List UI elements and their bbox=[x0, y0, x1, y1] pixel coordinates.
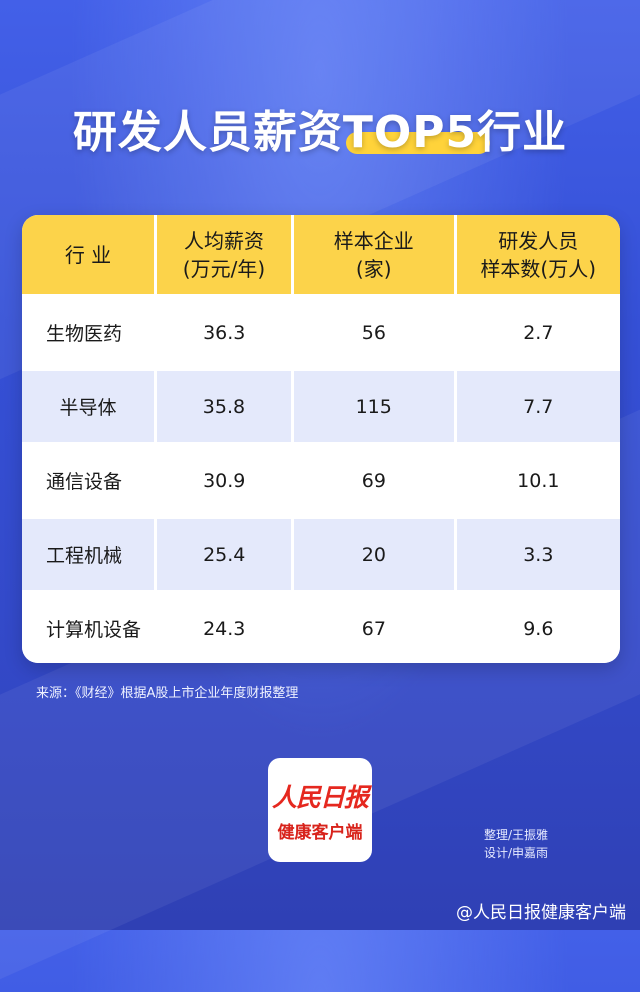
watermark: @人民日报健康客户端 bbox=[456, 903, 626, 923]
salary-cell: 24.3 bbox=[154, 593, 291, 663]
salary-cell: 25.4 bbox=[154, 519, 291, 590]
title-highlight bbox=[346, 132, 490, 154]
companies-cell: 20 bbox=[291, 519, 453, 590]
header-line: 样本企业 bbox=[333, 228, 414, 253]
logo-subtitle: 健康客户端 bbox=[277, 822, 363, 843]
header-sample-companies: 样本企业 (家) bbox=[290, 215, 454, 294]
table-row: 工程机械 25.4 20 3.3 bbox=[22, 516, 620, 590]
header-line: 人均薪资 bbox=[183, 228, 264, 253]
staff-cell: 10.1 bbox=[453, 445, 620, 516]
table-row: 半导体 35.8 115 7.7 bbox=[22, 368, 620, 442]
salary-cell: 35.8 bbox=[153, 371, 291, 442]
table-row: 通信设备 30.9 69 10.1 bbox=[22, 442, 620, 516]
table-row: 生物医药 36.3 56 2.7 bbox=[22, 294, 620, 368]
salary-cell: 36.3 bbox=[154, 297, 291, 368]
industry-cell: 工程机械 bbox=[46, 545, 123, 567]
designer-credit: 设计/申嘉雨 bbox=[484, 846, 549, 860]
companies-cell: 115 bbox=[290, 371, 454, 442]
companies-cell: 67 bbox=[291, 593, 453, 663]
staff-cell: 3.3 bbox=[453, 519, 620, 590]
header-line: 研发人员 bbox=[498, 228, 579, 253]
companies-cell: 56 bbox=[291, 297, 453, 368]
industry-cell: 半导体 bbox=[59, 397, 117, 419]
header-unit: 样本数(万人) bbox=[480, 256, 597, 281]
credits: 整理/王振雅 设计/申嘉雨 bbox=[484, 826, 548, 862]
source-note: 来源：《财经》根据A股上市企业年度财报整理 bbox=[36, 686, 299, 701]
header-rd-staff: 研发人员 样本数(万人) bbox=[453, 215, 621, 294]
logo-masthead: 人民日报 bbox=[271, 782, 369, 812]
salary-table: 行 业 人均薪资 (万元/年) 样本企业 (家) 研发人员 样本数(万人) 生物… bbox=[22, 215, 620, 663]
header-unit: (万元/年) bbox=[182, 256, 266, 281]
page-title: 研发人员薪资TOP5行业 bbox=[72, 107, 568, 158]
peoples-daily-logo: 人民日报 健康客户端 bbox=[268, 758, 372, 862]
staff-cell: 2.7 bbox=[453, 297, 620, 368]
industry-cell: 生物医药 bbox=[46, 323, 123, 345]
industry-cell: 计算机设备 bbox=[46, 619, 142, 641]
editor-credit: 整理/王振雅 bbox=[484, 828, 549, 842]
header-line: 行 业 bbox=[64, 242, 112, 267]
table-header-row: 行 业 人均薪资 (万元/年) 样本企业 (家) 研发人员 样本数(万人) bbox=[22, 215, 620, 294]
table-row: 计算机设备 24.3 67 9.6 bbox=[22, 590, 620, 663]
header-avg-salary: 人均薪资 (万元/年) bbox=[153, 215, 291, 294]
companies-cell: 69 bbox=[291, 445, 453, 516]
header-unit: (家) bbox=[355, 256, 392, 281]
industry-cell: 通信设备 bbox=[46, 471, 123, 493]
staff-cell: 9.6 bbox=[453, 593, 620, 663]
header-industry: 行 业 bbox=[22, 215, 154, 294]
salary-cell: 30.9 bbox=[154, 445, 291, 516]
staff-cell: 7.7 bbox=[453, 371, 621, 442]
